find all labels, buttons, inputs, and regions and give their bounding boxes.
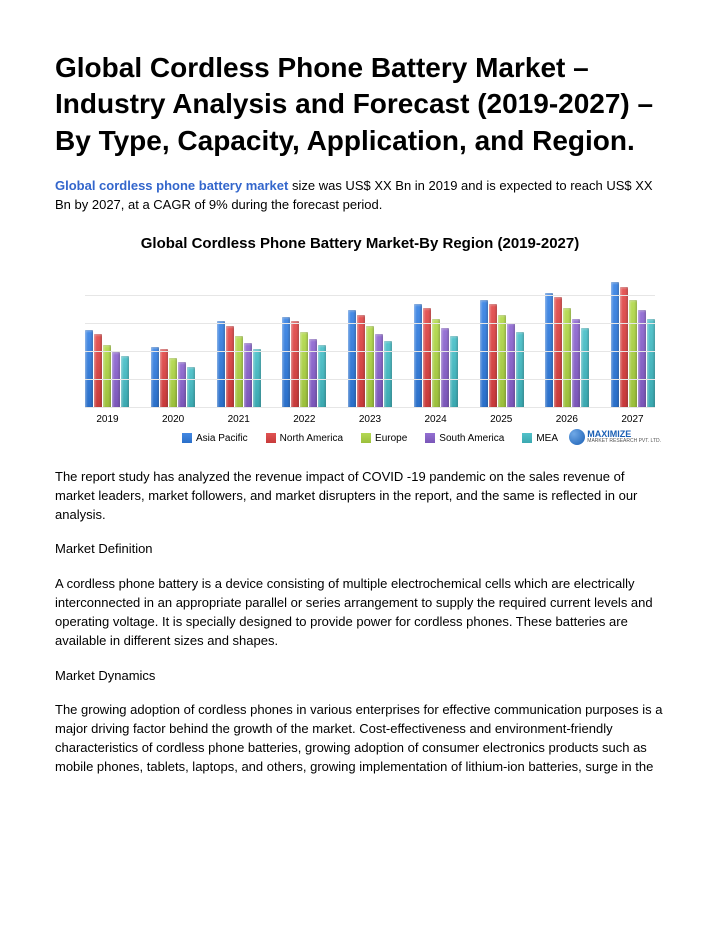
heading-market-definition: Market Definition (55, 540, 665, 559)
chart-bar (160, 349, 168, 408)
chart-bar (103, 345, 111, 408)
legend-swatch (425, 433, 435, 443)
chart-bar (414, 304, 422, 408)
x-tick-label: 2019 (85, 414, 130, 425)
chart-bar (620, 287, 628, 408)
chart-bar (85, 330, 93, 408)
market-link[interactable]: Global cordless phone battery market (55, 178, 288, 193)
chart-bar (647, 319, 655, 408)
chart-bar (282, 317, 290, 408)
chart-bar (121, 356, 129, 408)
year-group (85, 330, 129, 408)
x-tick-label: 2027 (610, 414, 655, 425)
paragraph-covid: The report study has analyzed the revenu… (55, 468, 665, 525)
chart-plot-area (85, 268, 655, 408)
chart-bar (638, 310, 646, 408)
publisher-logo: MAXIMIZE MARKET RESEARCH PVT. LTD. (569, 429, 661, 445)
chart-bar (450, 336, 458, 408)
legend-item: North America (266, 433, 343, 444)
year-group (611, 282, 655, 408)
x-tick-label: 2021 (216, 414, 261, 425)
chart-bar (375, 334, 383, 408)
chart-bar (480, 300, 488, 408)
legend-label: MEA (536, 433, 558, 444)
chart-bar (516, 332, 524, 408)
year-group (348, 310, 392, 408)
legend-label: North America (280, 433, 343, 444)
chart-bar (489, 304, 497, 408)
year-group (545, 293, 589, 408)
x-tick-label: 2026 (544, 414, 589, 425)
legend-item: MEA (522, 433, 558, 444)
chart-bar (300, 332, 308, 408)
chart-bar (187, 367, 195, 408)
year-group (217, 321, 261, 408)
chart-container: Global Cordless Phone Battery Market-By … (55, 235, 665, 444)
chart-bar (217, 321, 225, 408)
legend-item: South America (425, 433, 504, 444)
legend-label: Asia Pacific (196, 433, 248, 444)
chart-bar (384, 341, 392, 408)
chart-bar (423, 308, 431, 408)
chart-bar (554, 297, 562, 408)
paragraph-definition: A cordless phone battery is a device con… (55, 575, 665, 650)
chart-bar (629, 300, 637, 408)
globe-icon (569, 429, 585, 445)
chart-title: Global Cordless Phone Battery Market-By … (55, 235, 665, 252)
chart-bar (366, 326, 374, 408)
chart-bar (151, 347, 159, 408)
chart-bar (611, 282, 619, 408)
legend-swatch (182, 433, 192, 443)
chart-bar (545, 293, 553, 408)
chart-bar (563, 308, 571, 408)
chart-legend: Asia Pacific North America Europe South Ame… (85, 433, 655, 444)
x-tick-label: 2022 (282, 414, 327, 425)
x-tick-label: 2020 (151, 414, 196, 425)
heading-market-dynamics: Market Dynamics (55, 667, 665, 686)
year-group (282, 317, 326, 408)
chart-bar (291, 321, 299, 408)
chart-bar (572, 319, 580, 408)
chart-bar (94, 334, 102, 408)
chart-bar (309, 339, 317, 408)
legend-item: Asia Pacific (182, 433, 248, 444)
legend-swatch (266, 433, 276, 443)
chart-bar (348, 310, 356, 408)
legend-label: South America (439, 433, 504, 444)
chart-bar (357, 315, 365, 408)
year-group (151, 347, 195, 408)
year-group (480, 300, 524, 408)
legend-item: Europe (361, 433, 407, 444)
legend-label: Europe (375, 433, 407, 444)
x-tick-label: 2024 (413, 414, 458, 425)
logo-tagline: MARKET RESEARCH PVT. LTD. (587, 439, 661, 444)
x-tick-label: 2023 (348, 414, 393, 425)
legend-swatch (522, 433, 532, 443)
chart-bar (244, 343, 252, 408)
year-group (414, 304, 458, 408)
x-tick-label: 2025 (479, 414, 524, 425)
chart-bar (235, 336, 243, 408)
chart-bar (112, 352, 120, 408)
chart-bar (169, 358, 177, 408)
chart-bar (498, 315, 506, 408)
chart-bar (226, 326, 234, 408)
chart-bar (432, 319, 440, 408)
chart-x-axis: 2019 2020 2021 2022 2023 2024 2025 2026 2027 (85, 414, 655, 425)
legend-swatch (361, 433, 371, 443)
intro-paragraph: Global cordless phone battery market siz… (55, 177, 665, 215)
chart-bar (507, 323, 515, 408)
chart-bar (253, 349, 261, 408)
chart-bar (441, 328, 449, 408)
paragraph-dynamics: The growing adoption of cordless phones … (55, 701, 665, 776)
chart-bar (178, 362, 186, 408)
page-title: Global Cordless Phone Battery Market – I… (55, 50, 665, 159)
chart-bar (581, 328, 589, 408)
chart-bar (318, 345, 326, 408)
